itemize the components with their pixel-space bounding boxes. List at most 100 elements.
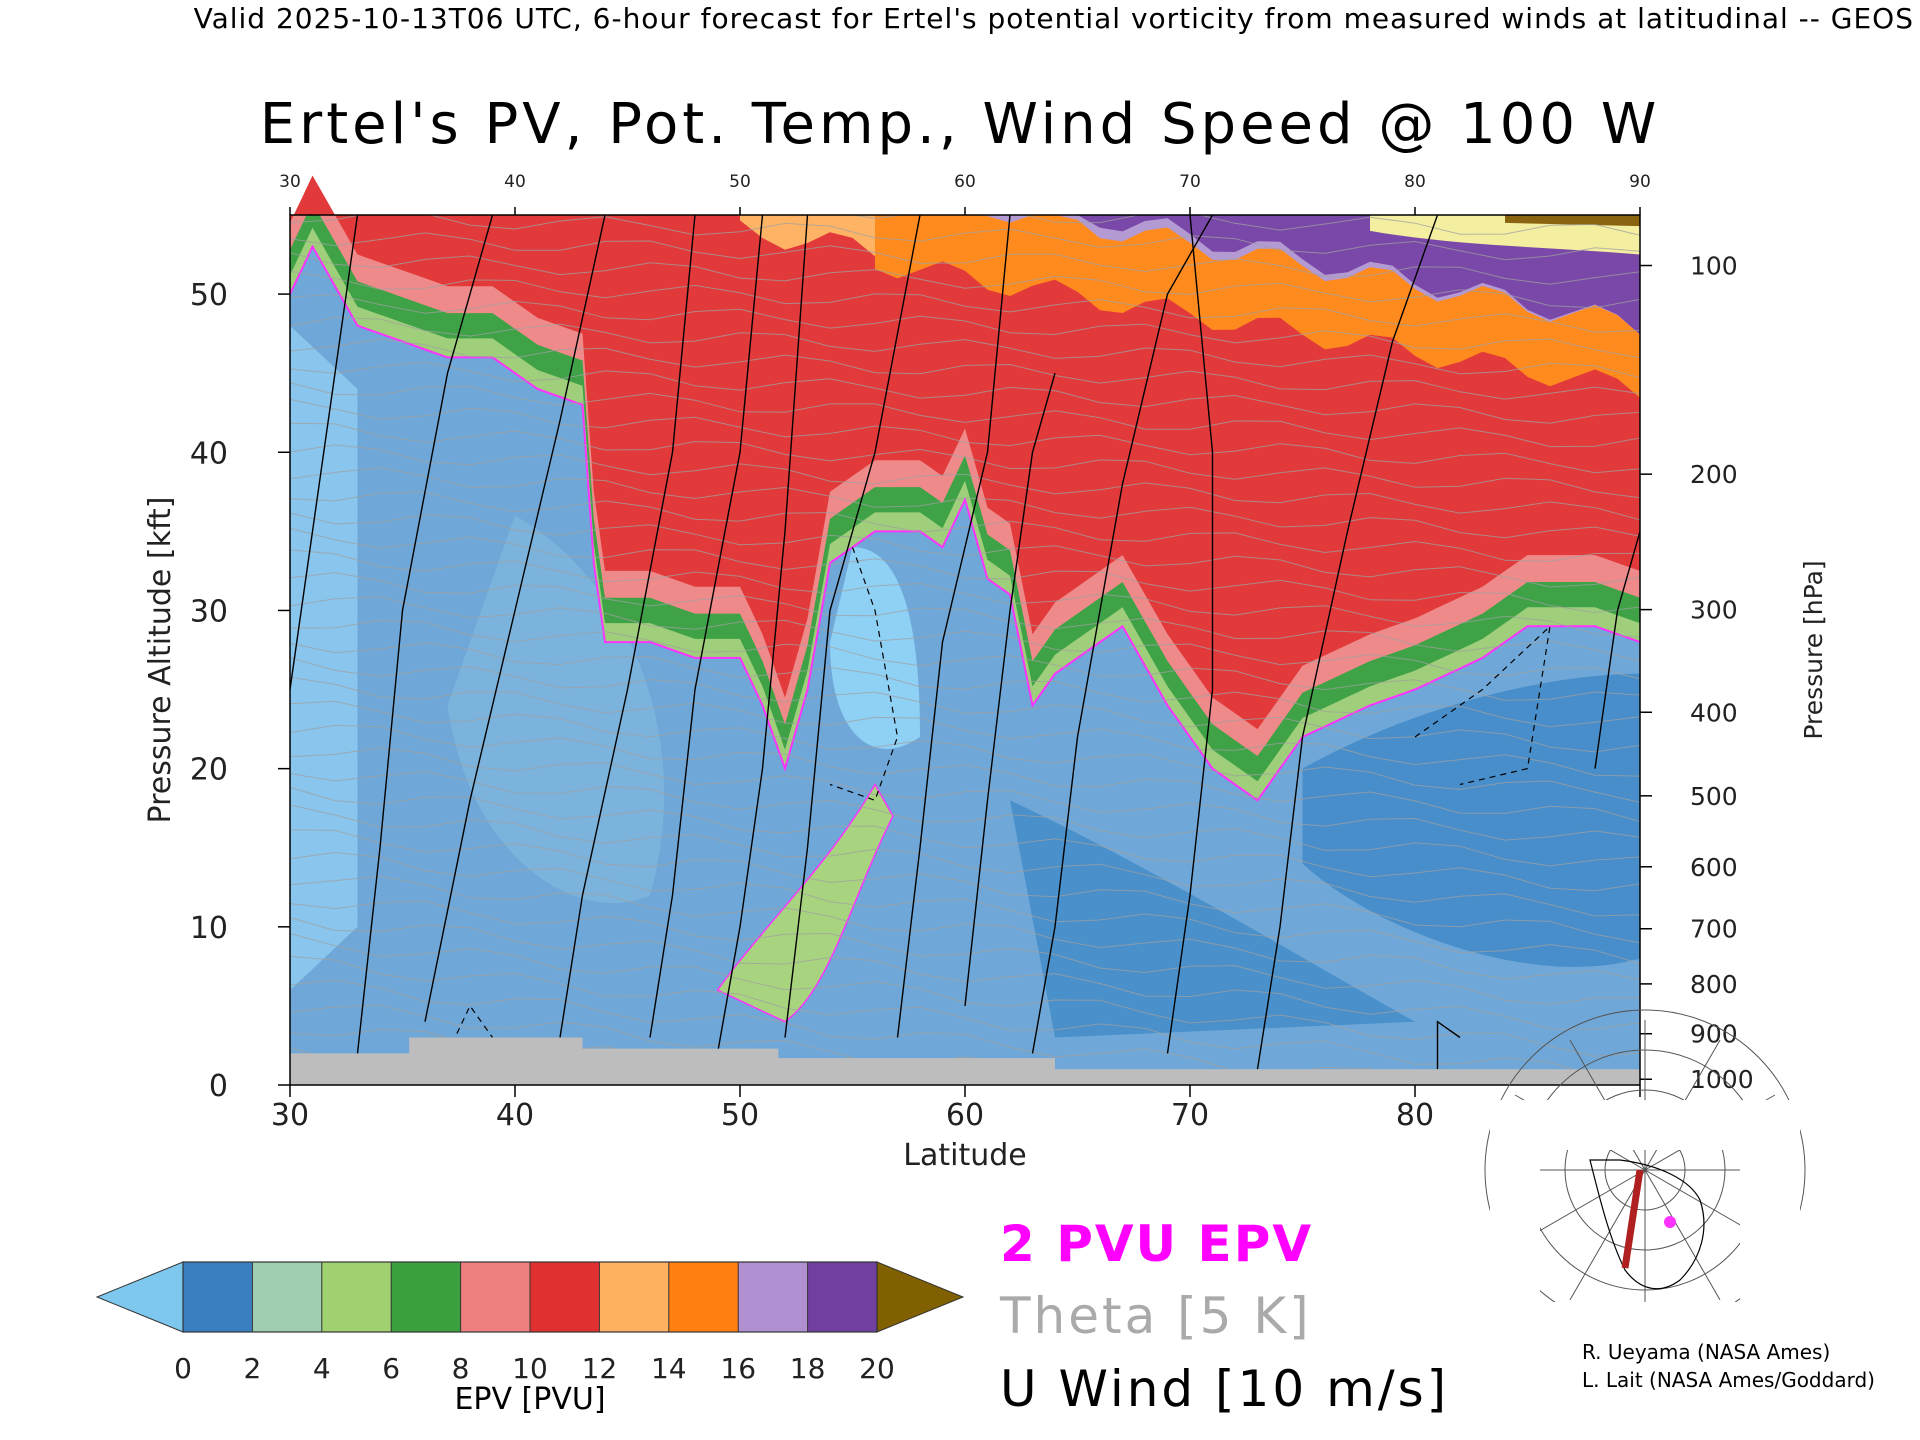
terrain-mask bbox=[290, 1037, 1640, 1085]
inset-meridian bbox=[1644, 1169, 1721, 1301]
wind-contour-11 bbox=[1166, 215, 1214, 1054]
theta-line-14 bbox=[290, 771, 1640, 867]
colorbar-segment bbox=[183, 1262, 253, 1332]
colorbar-tick-label: 12 bbox=[582, 1352, 618, 1385]
x-tick-label: 50 bbox=[721, 1098, 759, 1133]
theta-line-8 bbox=[290, 900, 1640, 1005]
theta-line-5 bbox=[290, 955, 1640, 1084]
plot-area bbox=[289, 175, 1641, 1085]
colorbar-segment bbox=[599, 1262, 669, 1332]
pv-band-brown bbox=[1505, 215, 1640, 227]
y-tick-label: 30 bbox=[190, 594, 228, 629]
theta-line-11 bbox=[290, 829, 1640, 944]
y-tick-label: 0 bbox=[209, 1069, 228, 1104]
wind-contour-5 bbox=[716, 215, 809, 1054]
theta-line-26 bbox=[290, 512, 1640, 588]
colorbar-low-arrow bbox=[95, 1261, 184, 1333]
x-top-tick-label: 60 bbox=[954, 172, 976, 192]
colorbar-segment bbox=[668, 1262, 739, 1332]
legend-theta: Theta [5 K] bbox=[1000, 1287, 1312, 1345]
y-axis-label-left: Pressure Altitude [kft] bbox=[143, 497, 178, 824]
colorbar-segment bbox=[460, 1262, 530, 1332]
colorbar-tick-label: 6 bbox=[382, 1352, 400, 1385]
y-right-tick-label: 100 bbox=[1690, 252, 1738, 281]
y-right-tick-label: 500 bbox=[1690, 782, 1738, 811]
colorbar-tick-label: 10 bbox=[512, 1352, 548, 1385]
theta-line-41 bbox=[849, 215, 1640, 236]
y-tick-label: 20 bbox=[190, 753, 228, 788]
inset-coastline bbox=[1589, 1159, 1705, 1290]
inset-mask-bottom bbox=[1490, 1302, 1800, 1332]
x-top-tick-label: 90 bbox=[1629, 172, 1651, 192]
wind-contour-2 bbox=[424, 215, 606, 1022]
colorbar-segment bbox=[391, 1262, 461, 1332]
colorbar-segment bbox=[530, 1262, 600, 1332]
y-right-tick-label: 600 bbox=[1690, 853, 1738, 882]
theta-contours bbox=[290, 215, 1640, 1085]
wind-contour-negative-2 bbox=[446, 1004, 493, 1054]
theta-line-20 bbox=[290, 642, 1640, 728]
theta-line-34 bbox=[290, 338, 1640, 400]
axes: 3030404050506060707080809090010203040501… bbox=[143, 172, 1828, 1173]
wind-contour-3 bbox=[559, 215, 696, 1038]
theta-line-40 bbox=[290, 215, 1640, 261]
pv-band-purple bbox=[1010, 215, 1640, 335]
inset-mask-top bbox=[1490, 1100, 1800, 1150]
theta-line-32 bbox=[290, 382, 1640, 448]
darker-pv-patch bbox=[1010, 800, 1415, 1038]
colorbar-tick-label: 14 bbox=[651, 1352, 687, 1385]
wind-contour-negative-1 bbox=[1414, 624, 1551, 786]
theta-line-37 bbox=[290, 270, 1640, 333]
y-tick-label: 40 bbox=[190, 436, 228, 471]
y-axis-label-right: Pressure [hPa] bbox=[1799, 560, 1828, 739]
wind-contour-7 bbox=[896, 215, 1011, 1038]
theta-line-30 bbox=[290, 422, 1640, 499]
colorbar-segment bbox=[807, 1262, 877, 1332]
y-right-tick-label: 400 bbox=[1690, 698, 1738, 727]
y-right-tick-label: 300 bbox=[1690, 596, 1738, 625]
theta-line-36 bbox=[290, 293, 1640, 359]
chart-title: Ertel's PV, Pot. Temp., Wind Speed @ 100… bbox=[259, 92, 1661, 157]
theta-line-39 bbox=[290, 232, 1640, 285]
theta-line-23 bbox=[290, 572, 1640, 662]
y-tick-label: 50 bbox=[190, 278, 228, 313]
x-top-tick-label: 50 bbox=[729, 172, 751, 192]
colorbar-label: EPV [PVU] bbox=[454, 1382, 606, 1417]
theta-line-33 bbox=[290, 361, 1640, 424]
valid-time-header: Valid 2025-10-13T06 UTC, 6-hour forecast… bbox=[193, 2, 1914, 35]
x-tick-label: 70 bbox=[1171, 1098, 1209, 1133]
x-tick-label: 30 bbox=[271, 1098, 309, 1133]
theta-line-35 bbox=[290, 316, 1640, 379]
wind-contour-13 bbox=[1436, 1020, 1461, 1070]
theta-line-29 bbox=[290, 444, 1640, 521]
terrain-fill bbox=[290, 1037, 1640, 1085]
theta-line-12 bbox=[290, 804, 1640, 917]
wind-contour-1 bbox=[356, 215, 494, 1054]
colorbar-high-arrow bbox=[876, 1261, 965, 1333]
legend-2pvu: 2 PVU EPV bbox=[1000, 1215, 1314, 1273]
theta-line-9 bbox=[290, 875, 1640, 981]
wind-contour-4 bbox=[649, 215, 764, 1038]
inset-meridian bbox=[1569, 1169, 1646, 1301]
inset-location-marker bbox=[1664, 1216, 1676, 1228]
colorbar-tick-label: 0 bbox=[174, 1352, 192, 1385]
light-pv-patch-2 bbox=[830, 547, 920, 749]
pv-2pvu-contour bbox=[289, 244, 1641, 802]
colorbar-segment bbox=[321, 1262, 392, 1332]
theta-line-28 bbox=[290, 467, 1640, 539]
wind-contour-12 bbox=[1594, 531, 1640, 769]
theta-line-25 bbox=[290, 527, 1640, 614]
y-tick-label: 10 bbox=[190, 911, 228, 946]
credit-line-1: R. Ueyama (NASA Ames) bbox=[1582, 1340, 1831, 1364]
theta-line-7 bbox=[290, 917, 1640, 1030]
colorbar-tick-label: 4 bbox=[313, 1352, 331, 1385]
x-tick-label: 80 bbox=[1396, 1098, 1434, 1133]
x-top-tick-label: 40 bbox=[504, 172, 526, 192]
theta-line-22 bbox=[290, 596, 1640, 680]
theta-line-31 bbox=[290, 398, 1640, 474]
inset-section-line bbox=[1621, 1169, 1644, 1269]
theta-line-15 bbox=[290, 747, 1640, 841]
credit-line-2: L. Lait (NASA Ames/Goddard) bbox=[1582, 1368, 1875, 1392]
y-right-tick-label: 700 bbox=[1690, 915, 1738, 944]
